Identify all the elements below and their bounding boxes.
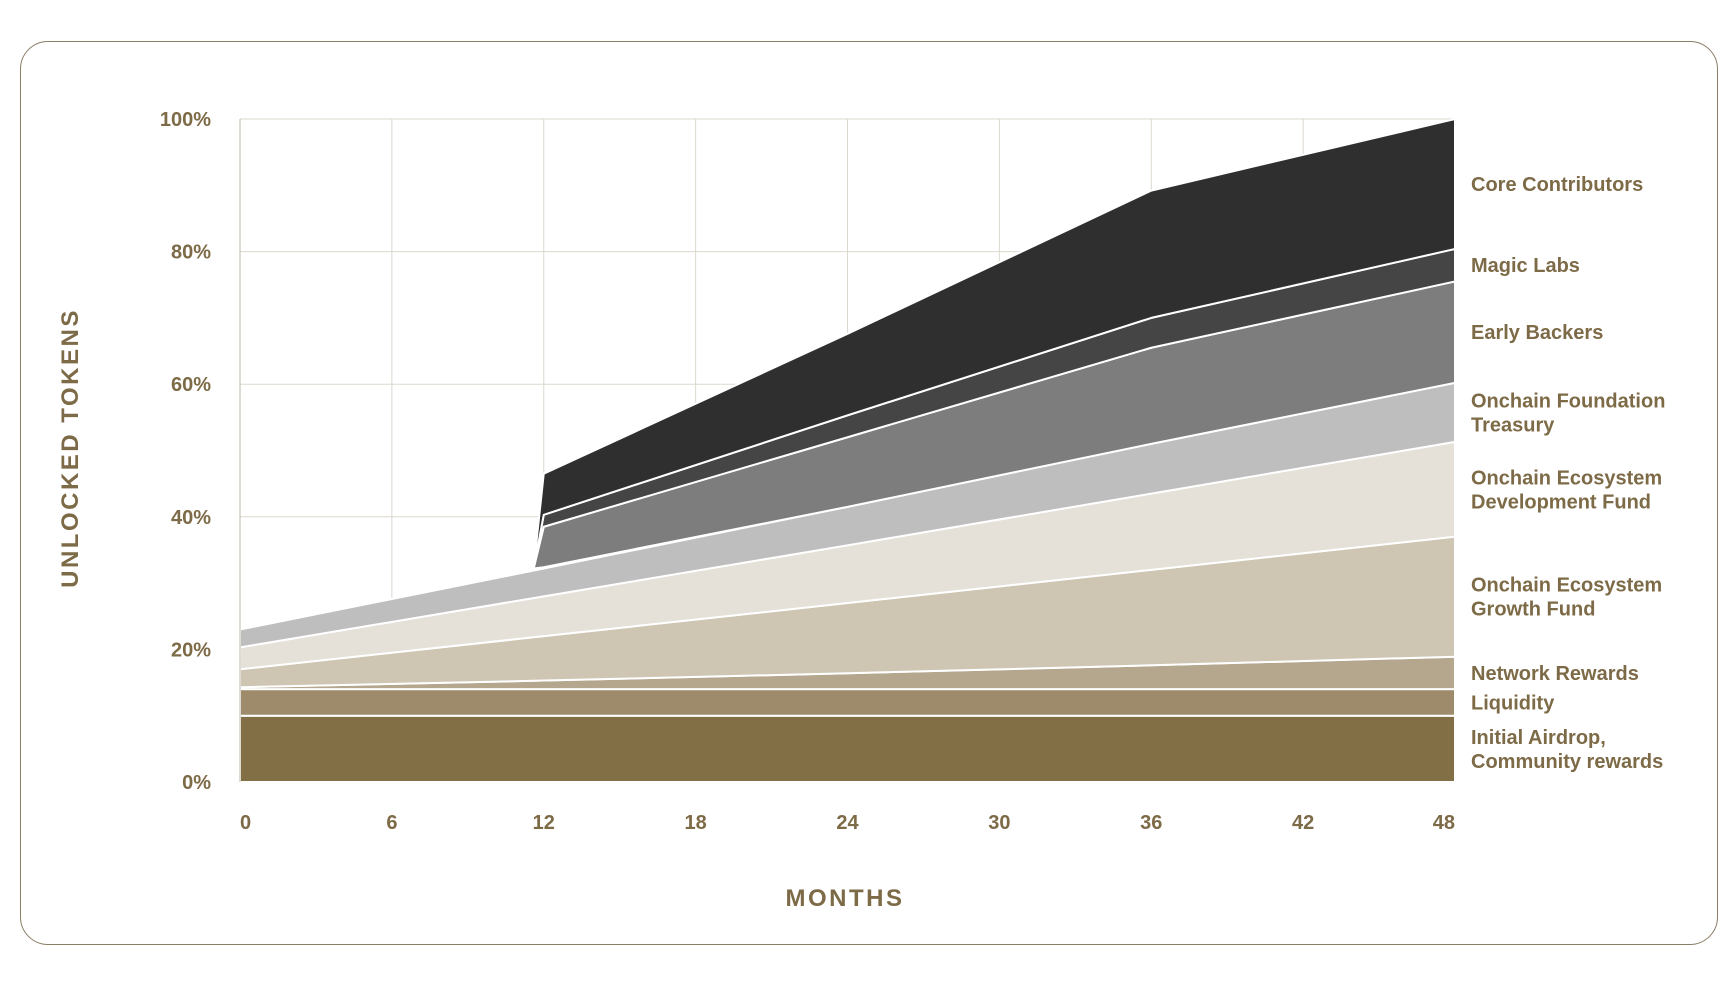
area-liquidity (239, 688, 1456, 717)
x-tick-label: 6 (386, 812, 397, 834)
legend-label: Initial Airdrop, Community rewards (1471, 727, 1663, 773)
legend-label: Magic Labs (1471, 255, 1580, 277)
axis-ticks: 0 6 12 18 24 30 36 42 48 0% 20% 40% 60% 80% 100% (160, 109, 1455, 834)
y-tick-label: 0% (182, 772, 211, 794)
y-axis-title: UNLOCKED TOKENS (57, 308, 84, 588)
legend-label: Network Rewards (1471, 663, 1639, 685)
x-tick-label: 18 (685, 812, 707, 834)
legend-label: Onchain Ecosystem Development Fund (1471, 467, 1662, 513)
x-tick-label: 12 (533, 812, 555, 834)
y-tick-label: 60% (171, 374, 211, 396)
legend-label: Liquidity (1471, 692, 1555, 714)
y-tick-label: 20% (171, 639, 211, 661)
legend-label: Early Backers (1471, 322, 1603, 344)
legend-label: Onchain Ecosystem Growth Fund (1471, 575, 1662, 621)
x-axis-title: MONTHS (786, 885, 905, 912)
y-tick-label: 40% (171, 507, 211, 529)
area-initial-airdrop-community-rewards (239, 714, 1456, 783)
x-tick-label: 36 (1140, 812, 1162, 834)
x-tick-label: 24 (836, 812, 859, 834)
y-tick-label: 80% (171, 242, 211, 264)
x-tick-label: 42 (1292, 812, 1314, 834)
x-tick-label: 30 (988, 812, 1010, 834)
series-areas (239, 118, 1456, 783)
y-tick-label: 100% (160, 109, 211, 131)
legend-label: Core Contributors (1471, 174, 1643, 196)
x-tick-label: 48 (1433, 812, 1455, 834)
legend: Initial Airdrop, Community rewards Liquidi… (1471, 174, 1665, 773)
area-core-contributors (532, 118, 1456, 570)
legend-label: Onchain Foundation Treasury (1471, 390, 1665, 436)
x-tick-label: 0 (240, 812, 251, 834)
